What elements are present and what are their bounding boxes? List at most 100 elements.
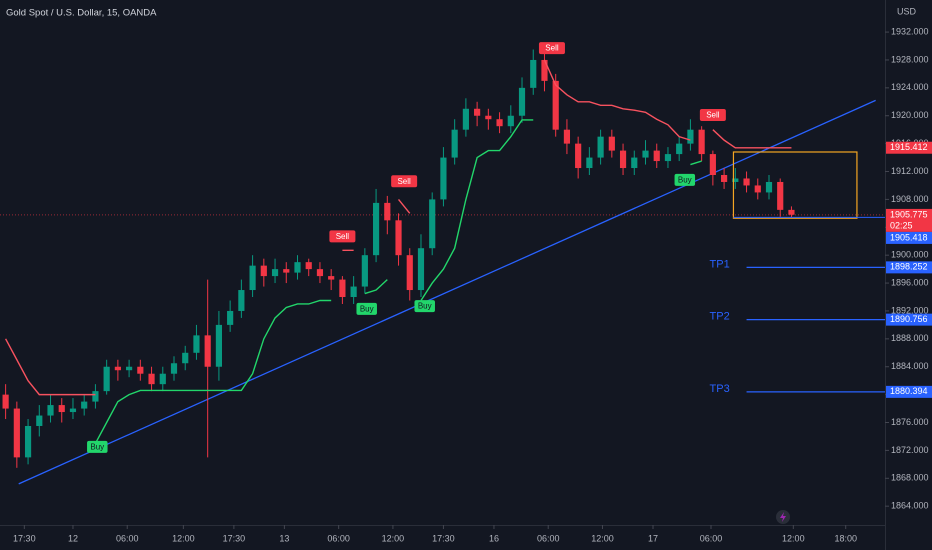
candle-body xyxy=(676,143,683,155)
candle-body xyxy=(316,269,324,277)
x-tick-label: 12:00 xyxy=(591,533,614,543)
candle-body xyxy=(384,202,391,221)
price-badge-label: 1915.412 xyxy=(890,142,928,152)
y-tick-label: 1932.000 xyxy=(891,26,929,36)
signal-label: Sell xyxy=(336,232,350,241)
zone-box xyxy=(732,151,858,219)
candle-body xyxy=(137,366,144,374)
y-tick-label: 1884.000 xyxy=(891,361,929,371)
candle-body xyxy=(13,408,20,458)
candle-body xyxy=(440,157,447,200)
candle-body xyxy=(69,408,77,413)
candle-body xyxy=(36,415,43,426)
candle-body xyxy=(126,366,133,371)
x-tick-label: 12:00 xyxy=(382,533,405,543)
signal-badge xyxy=(87,440,108,453)
signal-label: Sell xyxy=(545,44,559,53)
candle-body xyxy=(103,366,110,392)
target-label: TP3 xyxy=(710,383,730,395)
candle-body xyxy=(451,129,458,158)
y-tick-label: 1868.000 xyxy=(891,473,929,483)
x-tick-label: 06:00 xyxy=(327,533,350,543)
candle-body xyxy=(496,119,503,127)
candle-body xyxy=(765,181,773,193)
trendline xyxy=(18,99,876,485)
candle-body xyxy=(631,157,638,169)
candle-body xyxy=(642,150,649,158)
candle-body xyxy=(271,269,279,277)
candle-body xyxy=(81,401,88,409)
y-tick-label: 1928.000 xyxy=(891,54,929,64)
signal-badge xyxy=(356,302,377,315)
candle-body xyxy=(372,202,380,256)
x-tick-label: 18:00 xyxy=(834,533,857,543)
candle-body xyxy=(170,363,178,374)
x-tick-label: 06:00 xyxy=(700,533,723,543)
x-tick-label: 12:00 xyxy=(172,533,195,543)
candle-body xyxy=(193,335,200,353)
candle-body xyxy=(2,394,9,409)
price-badge-label: 1898.252 xyxy=(890,262,928,272)
price-badge xyxy=(886,141,932,154)
target-label: TP1 xyxy=(710,258,730,270)
y-tick-label: 1924.000 xyxy=(891,82,929,92)
candle-body xyxy=(653,150,660,162)
signal-badge xyxy=(329,230,356,243)
signal-label: Buy xyxy=(90,443,104,452)
chart-title: Gold Spot / U.S. Dollar, 15, OANDA xyxy=(6,8,157,19)
candle-body xyxy=(485,115,492,120)
y-tick-label: 1896.000 xyxy=(891,277,929,287)
x-tick-label: 17 xyxy=(648,533,658,543)
candle-body xyxy=(339,279,346,298)
candle-body xyxy=(227,310,234,325)
alert-icon[interactable] xyxy=(776,510,790,524)
price-badge-label: 1880.394 xyxy=(890,386,928,396)
candle-body xyxy=(777,181,784,210)
supertrend-line xyxy=(94,119,702,444)
price-badge-label: 1905.775 xyxy=(890,209,928,219)
candle-body xyxy=(698,129,705,155)
signal-label: Sell xyxy=(706,111,720,120)
candle-body xyxy=(597,136,604,158)
candle-body xyxy=(687,129,694,144)
price-badge xyxy=(886,231,932,244)
candle-body xyxy=(541,59,548,81)
price-badge-label: 1890.756 xyxy=(890,314,928,324)
candle-body xyxy=(249,265,256,291)
candle-body xyxy=(586,157,593,169)
candle-body xyxy=(406,255,413,291)
y-tick-label: 1892.000 xyxy=(891,305,929,315)
x-tick-label: 12:00 xyxy=(782,533,805,543)
y-tick-label: 1864.000 xyxy=(891,501,929,511)
candle-body xyxy=(563,129,571,144)
candle-body xyxy=(58,405,65,413)
alert-bolt[interactable] xyxy=(780,512,786,522)
x-tick-label: 16 xyxy=(489,533,499,543)
candle-body xyxy=(743,178,750,186)
y-tick-label: 1908.000 xyxy=(891,194,929,204)
signal-label: Sell xyxy=(397,177,411,186)
x-tick-label: 13 xyxy=(279,533,289,543)
target-label: TP2 xyxy=(710,311,730,323)
x-tick-label: 17:30 xyxy=(223,533,246,543)
price-badge xyxy=(886,261,932,274)
signal-label: Buy xyxy=(360,304,374,313)
candle-body xyxy=(575,143,582,169)
candle-body xyxy=(328,276,335,280)
x-tick-label: 12 xyxy=(68,533,78,543)
signal-badge xyxy=(414,300,435,313)
y-tick-label: 1888.000 xyxy=(891,333,929,343)
candle-body xyxy=(530,59,537,88)
candle-body xyxy=(619,150,627,169)
signal-badge xyxy=(391,175,418,188)
signal-badge xyxy=(699,109,726,122)
candle-body xyxy=(788,209,795,215)
signal-badge xyxy=(674,173,696,186)
candle-body xyxy=(361,255,368,287)
signal-label: Buy xyxy=(678,175,692,184)
signal-label: Buy xyxy=(418,302,432,311)
candle-body xyxy=(709,154,716,175)
y-tick-label: 1876.000 xyxy=(891,417,929,427)
candle-body xyxy=(754,185,761,193)
y-tick-label: 1872.000 xyxy=(891,445,929,455)
